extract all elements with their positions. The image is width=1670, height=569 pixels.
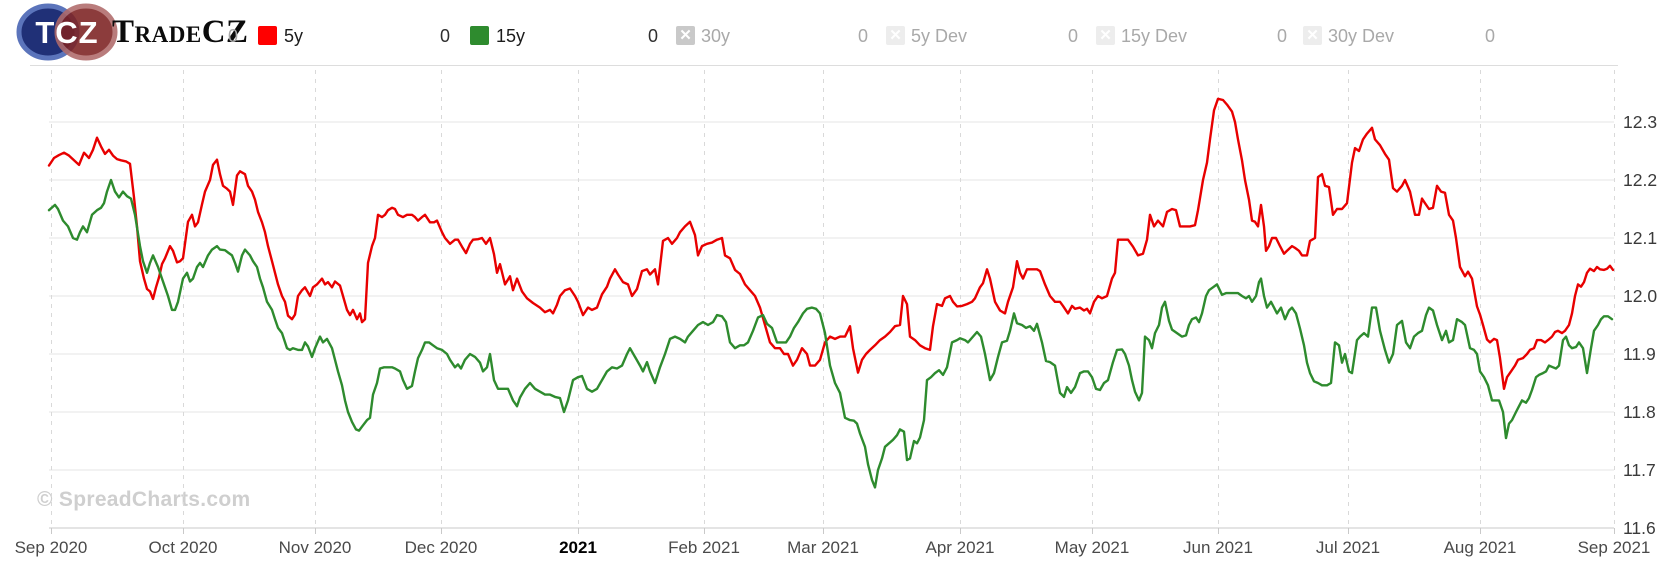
legend-label-5y-dev[interactable]: 5y Dev: [911, 26, 968, 46]
x-axis-label: Dec 2020: [405, 538, 478, 557]
legend-value-15y: 0: [440, 26, 451, 46]
legend-value-5y-dev: 0: [858, 26, 869, 46]
x-axis-label: Mar 2021: [787, 538, 859, 557]
header: TCZ TradeCZ 0 5y 0 15y 0 ✕ 30y 0 ✕ 5y Dev 0 ✕ 15y De…: [0, 0, 1670, 65]
legend-checkbox-5y-dev[interactable]: ✕: [886, 26, 905, 45]
legend-value-30y-dev: 0: [1277, 26, 1288, 46]
x-axis-label: Aug 2021: [1444, 538, 1517, 557]
legend-checkbox-30y[interactable]: ✕: [676, 26, 695, 45]
y-axis-label: 11.6: [1623, 518, 1656, 538]
series-line-15y: [47, 178, 1614, 489]
series-line-5y: [47, 97, 1615, 390]
legend-checkbox-30y-dev[interactable]: ✕: [1303, 26, 1322, 45]
x-icon: ✕: [679, 27, 692, 44]
x-axis-label: Apr 2021: [926, 538, 995, 557]
legend-checkbox-15y-dev[interactable]: ✕: [1096, 26, 1115, 45]
x-icon: ✕: [1099, 27, 1112, 44]
x-icon: ✕: [1306, 27, 1319, 44]
legend-label-5y[interactable]: 5y: [284, 26, 304, 46]
x-axis-label: Nov 2020: [279, 538, 352, 557]
x-axis-label: Feb 2021: [668, 538, 740, 557]
legend-swatch-5y[interactable]: [258, 26, 277, 45]
x-axis-label: Oct 2020: [149, 538, 218, 557]
x-axis-label: Sep 2020: [15, 538, 88, 557]
y-axis-label: 12.0: [1623, 286, 1657, 306]
watermark: © SpreadCharts.com: [37, 488, 250, 511]
y-axis-label: 12.2: [1623, 170, 1657, 190]
legend-value-30y: 0: [648, 26, 659, 46]
y-axis-label: 11.8: [1623, 402, 1656, 422]
brand-name: TradeCZ: [112, 13, 249, 50]
svg-text:TCZ: TCZ: [35, 15, 98, 50]
legend-label-15y[interactable]: 15y: [496, 26, 526, 46]
legend-value-5y: 0: [228, 26, 239, 46]
legend-value-15y-dev: 0: [1068, 26, 1079, 46]
plot-area[interactable]: [49, 65, 1614, 528]
legend-label-30y[interactable]: 30y: [701, 26, 731, 46]
x-axis-label: Jul 2021: [1316, 538, 1380, 557]
y-axis-label: 12.1: [1623, 228, 1657, 248]
y-axis-label: 12.3: [1623, 112, 1657, 132]
legend-label-15y-dev[interactable]: 15y Dev: [1121, 26, 1188, 46]
legend-value-extra: 0: [1485, 26, 1496, 46]
tradecz-logo: TCZ TradeCZ: [10, 2, 249, 62]
x-axis-label: Jun 2021: [1183, 538, 1253, 557]
x-icon: ✕: [889, 27, 902, 44]
legend-swatch-15y[interactable]: [470, 26, 489, 45]
y-axis-label: 11.7: [1623, 460, 1656, 480]
legend-label-30y-dev[interactable]: 30y Dev: [1328, 26, 1395, 46]
y-axis-label: 11.9: [1623, 344, 1656, 364]
x-axis-label: Sep 2021: [1578, 538, 1651, 557]
tcz-logo-icon: TCZ: [16, 3, 118, 61]
x-axis-label: May 2021: [1055, 538, 1130, 557]
x-axis-label: 2021: [559, 538, 597, 557]
